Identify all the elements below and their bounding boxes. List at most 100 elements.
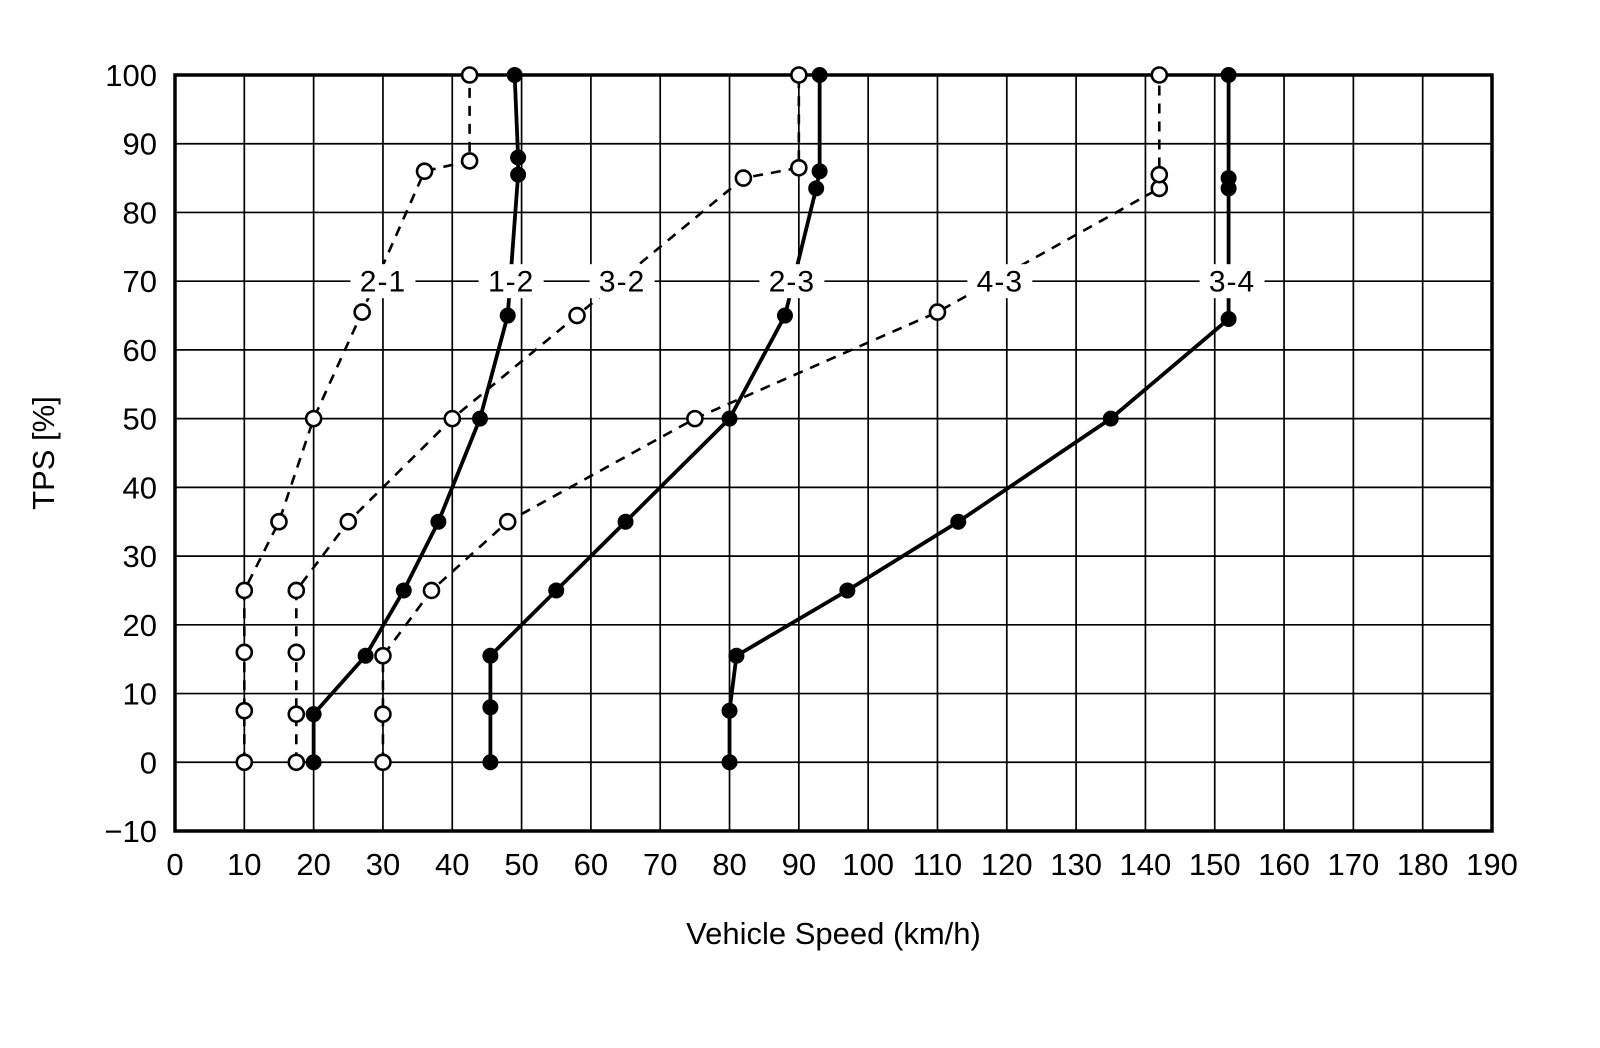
x-tick-label: 170 [1328, 847, 1380, 882]
x-tick-label: 20 [296, 847, 330, 882]
series-label-bg-3-2 [589, 264, 655, 299]
filled-marker-1-2 [305, 706, 322, 723]
x-tick-label: 100 [842, 847, 894, 882]
series-label-bg-1-2 [478, 264, 544, 299]
y-tick-label: 80 [123, 195, 157, 230]
open-marker-2-1 [270, 512, 288, 531]
series-label-3-4: 3-4 [1209, 266, 1255, 299]
open-marker-4-3 [374, 753, 392, 772]
open-marker-4-3 [1150, 66, 1169, 84]
open-marker-3-2 [790, 66, 808, 84]
open-marker-4-3 [498, 512, 517, 531]
y-tick-label: 90 [123, 127, 157, 162]
filled-marker-2-3 [482, 647, 499, 664]
filled-marker-1-2 [510, 166, 527, 183]
x-tick-label: 0 [166, 847, 183, 882]
filled-marker-2-3 [811, 163, 828, 180]
open-marker-3-2 [790, 158, 808, 177]
y-tick-label: 50 [123, 402, 157, 437]
filled-marker-3-4 [1220, 67, 1237, 83]
x-tick-label: 30 [366, 847, 400, 882]
filled-marker-3-4 [1220, 310, 1237, 327]
open-marker-3-2 [287, 705, 306, 723]
open-marker-3-2 [287, 753, 306, 772]
open-marker-4-3 [374, 646, 392, 665]
series-label-3-2: 3-2 [599, 266, 645, 299]
x-tick-label: 50 [504, 847, 538, 882]
series-line-2-1 [243, 75, 471, 763]
filled-marker-3-4 [721, 754, 738, 771]
x-tick-label: 80 [712, 847, 746, 882]
x-tick-label: 70 [643, 847, 677, 882]
open-marker-2-1 [353, 303, 371, 321]
series-label-4-3: 4-3 [977, 266, 1023, 299]
open-marker-3-2 [339, 512, 358, 531]
open-marker-4-3 [1150, 165, 1169, 184]
series-line-2-3 [488, 75, 822, 763]
x-tick-label: 140 [1120, 847, 1172, 882]
series-label-2-1: 2-1 [360, 266, 406, 299]
series-line-3-2 [295, 75, 801, 763]
y-tick-label: 20 [123, 608, 157, 643]
filled-marker-2-3 [482, 699, 499, 716]
filled-marker-2-3 [808, 180, 825, 197]
open-marker-2-1 [235, 753, 254, 772]
open-marker-2-1 [235, 581, 254, 600]
filled-marker-2-3 [617, 513, 634, 530]
open-marker-2-1 [415, 162, 434, 181]
y-axis-label: TPS [%] [26, 396, 61, 510]
open-marker-2-1 [460, 152, 479, 170]
filled-marker-2-3 [548, 582, 565, 599]
open-marker-4-3 [422, 581, 441, 600]
series-line-1-2 [311, 74, 521, 763]
open-marker-2-1 [460, 66, 479, 84]
x-tick-label: 120 [981, 847, 1033, 882]
open-marker-3-2 [443, 409, 462, 428]
x-tick-label: 180 [1397, 847, 1449, 882]
filled-marker-1-2 [506, 67, 523, 83]
y-tick-label: 0 [140, 745, 157, 780]
x-tick-label: 150 [1189, 847, 1241, 882]
x-tick-label: 160 [1258, 847, 1310, 882]
open-marker-3-2 [287, 581, 306, 600]
filled-marker-1-2 [471, 410, 488, 427]
y-tick-label: −10 [104, 814, 157, 849]
x-tick-label: 60 [574, 847, 608, 882]
open-marker-2-1 [235, 643, 254, 662]
x-tick-label: 40 [435, 847, 469, 882]
open-marker-3-2 [287, 643, 306, 662]
filled-marker-2-3 [811, 67, 828, 83]
filled-marker-3-4 [839, 582, 856, 599]
open-marker-2-1 [304, 409, 323, 428]
filled-marker-1-2 [305, 754, 322, 771]
x-tick-label: 130 [1050, 847, 1102, 882]
plot-frame [173, 73, 1494, 833]
open-marker-4-3 [686, 409, 704, 428]
filled-marker-3-4 [721, 702, 738, 719]
y-tick-label: 30 [123, 539, 157, 574]
filled-marker-2-3 [482, 754, 499, 771]
x-tick-label: 10 [227, 847, 261, 882]
filled-marker-1-2 [499, 307, 516, 324]
filled-marker-3-4 [1220, 170, 1237, 187]
series-label-bg-4-3 [967, 264, 1033, 299]
filled-marker-2-3 [721, 410, 738, 427]
series-label-bg-3-4 [1199, 264, 1265, 299]
filled-marker-1-2 [510, 149, 527, 166]
x-tick-label: 90 [782, 847, 816, 882]
series-label-1-2: 1-2 [488, 266, 534, 299]
filled-marker-1-2 [395, 582, 412, 599]
filled-marker-1-2 [430, 513, 447, 530]
y-tick-label: 40 [123, 470, 157, 505]
open-marker-2-1 [235, 701, 254, 720]
open-marker-3-2 [734, 169, 753, 187]
x-axis-label: Vehicle Speed (km/h) [686, 916, 981, 951]
series-label-bg-2-1 [350, 264, 416, 299]
series-label-bg-2-3 [759, 264, 825, 299]
y-tick-label: 60 [123, 333, 157, 368]
x-tick-label: 190 [1466, 847, 1518, 882]
filled-marker-2-3 [776, 307, 793, 324]
y-tick-label: 100 [105, 58, 157, 93]
